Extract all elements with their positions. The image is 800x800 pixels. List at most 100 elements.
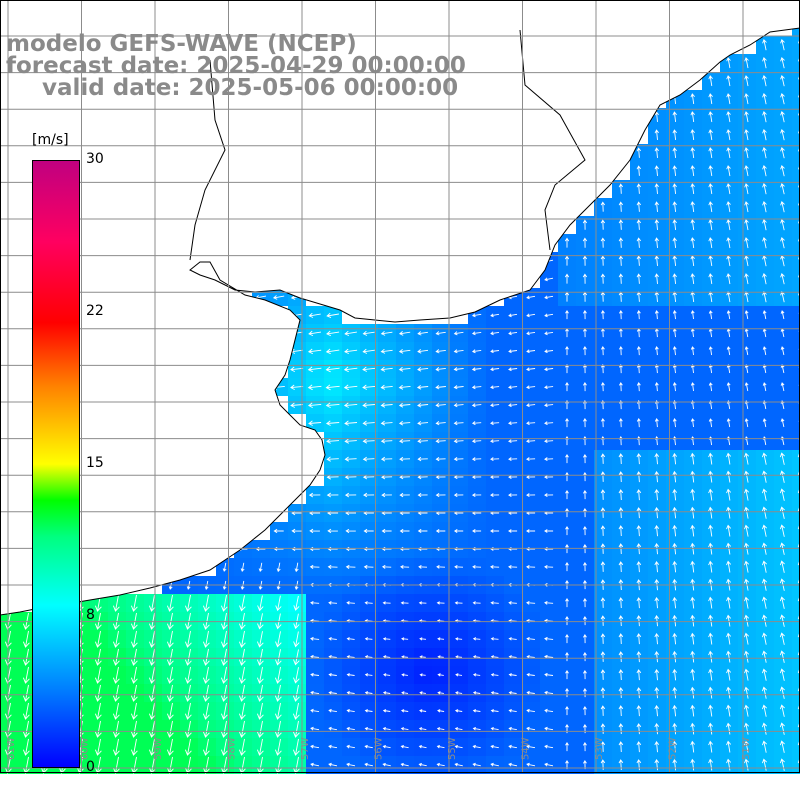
wind-arrow	[435, 529, 446, 533]
wind-arrow	[780, 128, 785, 141]
wind-arrow	[762, 164, 767, 177]
wind-arrow	[779, 470, 785, 483]
wind-cell	[792, 108, 800, 126]
wind-arrow	[565, 670, 569, 680]
wind-arrow	[490, 601, 499, 605]
wind-arrow	[744, 418, 749, 428]
wind-arrow	[508, 367, 518, 372]
wind-arrow	[708, 614, 714, 627]
wind-arrow	[654, 506, 660, 519]
wind-arrow	[565, 598, 569, 608]
wind-arrow	[346, 601, 355, 605]
wind-arrow	[526, 708, 535, 713]
wind-arrow	[417, 474, 428, 480]
wind-arrow	[508, 349, 518, 354]
wind-arrow	[708, 201, 713, 213]
wind-arrow	[220, 738, 228, 756]
wind-arrow	[310, 601, 320, 605]
wind-arrows	[4, 2, 800, 774]
wind-cell	[792, 360, 800, 378]
wind-arrow	[454, 727, 463, 731]
wind-arrow	[636, 687, 642, 699]
wind-arrow	[780, 272, 785, 285]
wind-arrow	[364, 673, 373, 677]
wind-arrow	[22, 684, 30, 702]
wind-arrow	[780, 418, 785, 428]
wind-arrow	[654, 704, 660, 717]
wind-arrow	[362, 402, 375, 408]
wind-arrow	[780, 200, 785, 213]
wind-arrow	[272, 295, 285, 300]
wind-arrow	[166, 702, 174, 720]
wind-arrow	[328, 636, 337, 641]
wind-arrow	[22, 648, 30, 666]
wind-arrow	[726, 740, 732, 753]
wind-arrow	[761, 614, 768, 627]
wind-arrow	[382, 637, 391, 641]
wind-arrow	[307, 402, 322, 409]
wind-arrow	[526, 475, 536, 479]
wind-arrow	[779, 686, 785, 699]
wind-arrow	[690, 470, 696, 483]
wind-arrow	[726, 686, 732, 699]
wind-arrow	[654, 650, 660, 663]
wind-arrow	[293, 595, 300, 611]
wind-arrow	[399, 528, 410, 534]
wind-arrow	[419, 637, 427, 641]
wind-arrow	[526, 601, 536, 605]
wind-cell	[792, 162, 800, 180]
wind-cell	[792, 450, 800, 468]
valid-date: valid date: 2025-05-06 00:00:00	[42, 75, 459, 101]
wind-arrow	[364, 601, 373, 605]
wind-arrow	[471, 439, 482, 444]
wind-arrow	[435, 493, 446, 498]
wind-arrow	[490, 744, 499, 749]
wind-arrow	[690, 506, 696, 519]
wind-arrow	[726, 75, 731, 87]
wind-arrow	[654, 488, 660, 501]
wind-arrow	[762, 236, 767, 249]
wind-arrow	[726, 129, 731, 141]
wind-arrow	[708, 668, 714, 681]
wind-arrow	[112, 666, 120, 684]
wind-arrow	[398, 420, 411, 426]
wind-arrow	[618, 255, 624, 266]
wind-arrow	[362, 420, 375, 426]
wind-arrow	[435, 421, 446, 426]
wind-arrow	[726, 219, 731, 231]
longitude-label: 56W	[374, 737, 385, 760]
wind-arrow	[654, 740, 660, 753]
wind-arrow	[762, 418, 767, 428]
wind-arrow	[600, 255, 606, 266]
wind-arrow	[726, 470, 732, 483]
wind-arrow	[508, 601, 517, 605]
wind-arrow	[672, 506, 678, 519]
longitude-label: 61W	[6, 737, 17, 760]
wind-arrow	[618, 561, 624, 573]
wind-arrow	[708, 147, 713, 159]
wind-arrow	[148, 612, 156, 630]
wind-arrow	[565, 454, 569, 464]
wind-arrow	[508, 655, 517, 659]
wind-arrow	[166, 738, 174, 756]
wind-arrow	[292, 684, 300, 702]
wind-arrow	[654, 382, 659, 392]
wind-arrow	[726, 560, 732, 573]
wind-arrow	[400, 709, 409, 713]
wind-arrow	[544, 421, 554, 426]
wind-arrow	[672, 722, 678, 735]
wind-arrow	[435, 403, 446, 408]
wind-arrow	[290, 366, 304, 373]
wind-arrow	[130, 630, 138, 648]
wind-arrow	[292, 720, 300, 738]
wind-arrow	[600, 471, 606, 482]
wind-arrow	[471, 403, 482, 408]
wind-arrow	[294, 562, 299, 573]
wind-arrow	[290, 402, 304, 408]
wind-arrow	[435, 475, 446, 480]
wind-arrow	[343, 402, 358, 408]
wind-arrow	[600, 201, 606, 212]
wind-arrow	[184, 648, 192, 666]
wind-arrow	[399, 474, 410, 480]
wind-cell	[792, 72, 800, 90]
